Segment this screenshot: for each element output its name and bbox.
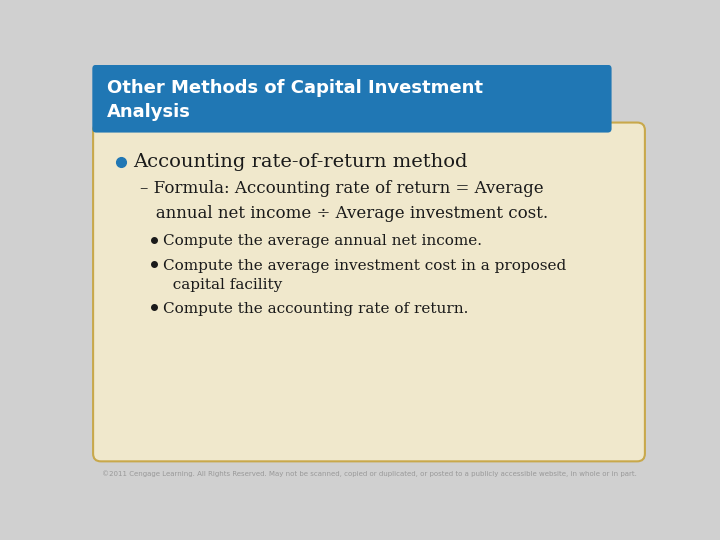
Text: Compute the accounting rate of return.: Compute the accounting rate of return. bbox=[163, 302, 468, 316]
FancyBboxPatch shape bbox=[92, 65, 611, 132]
Text: ©2011 Cengage Learning. All Rights Reserved. May not be scanned, copied or dupli: ©2011 Cengage Learning. All Rights Reser… bbox=[102, 470, 636, 477]
Text: Compute the average investment cost in a proposed
  capital facility: Compute the average investment cost in a… bbox=[163, 259, 566, 292]
Text: – Formula: Accounting rate of return = Average
   annual net income ÷ Average in: – Formula: Accounting rate of return = A… bbox=[140, 180, 549, 222]
FancyBboxPatch shape bbox=[93, 123, 645, 461]
Text: Other Methods of Capital Investment: Other Methods of Capital Investment bbox=[107, 79, 483, 97]
Text: Accounting rate-of-return method: Accounting rate-of-return method bbox=[132, 153, 467, 171]
Text: Analysis: Analysis bbox=[107, 103, 191, 122]
Text: Compute the average annual net income.: Compute the average annual net income. bbox=[163, 234, 482, 248]
